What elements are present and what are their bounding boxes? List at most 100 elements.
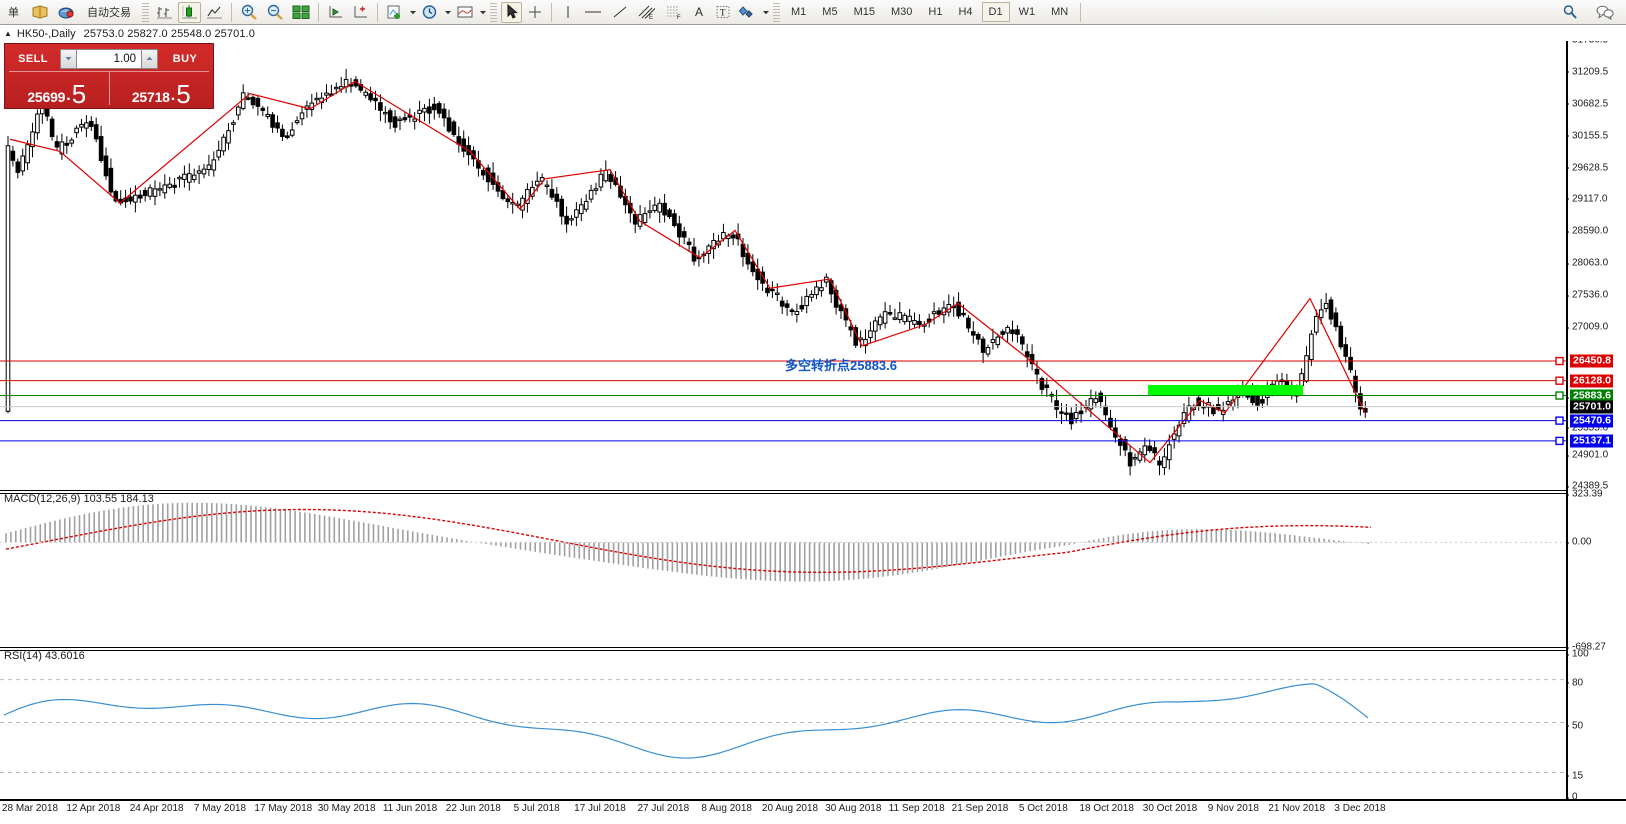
shapes-dropdown-caret-icon[interactable] [761, 9, 770, 15]
time-axis-line [0, 799, 1626, 801]
svg-text:E: E [649, 15, 653, 20]
pane-separator-2[interactable] [0, 647, 1566, 651]
timeframe-w1[interactable]: W1 [1018, 6, 1036, 18]
highlight-rectangle[interactable] [1148, 385, 1303, 395]
chart-shift-icon[interactable] [324, 2, 347, 23]
macd-tick: 0.00 [1565, 537, 1591, 548]
toolbar-grip-3[interactable] [773, 2, 781, 22]
volume-input[interactable]: 1.00 [77, 48, 141, 69]
period-dropdown-caret-icon[interactable] [443, 9, 452, 15]
volume-decrease-button[interactable] [60, 48, 77, 69]
fibonacci-icon[interactable]: F [662, 2, 686, 23]
chat-icon[interactable] [1593, 2, 1617, 23]
new-order-icon[interactable]: 单 [1, 2, 26, 23]
timeframe-m5[interactable]: M5 [822, 6, 838, 18]
crosshair-icon[interactable] [524, 2, 546, 23]
price-tick: 30682.5 [1565, 98, 1608, 109]
macd-pane[interactable] [0, 494, 1566, 647]
time-tick: 7 May 2018 [193, 803, 247, 814]
one-click-trading-panel[interactable]: SELL 1.00 BUY 25699 . 5 25718 . [4, 43, 214, 109]
toolbar-separator-2 [318, 2, 319, 22]
price-line-label-pivot[interactable]: 25883.6 [1570, 389, 1613, 403]
price-line-handle [1555, 436, 1564, 446]
rsi-caption: RSI(14) 43.6016 [4, 650, 85, 662]
horizontal-line-icon[interactable] [580, 2, 606, 23]
svg-text:T: T [720, 8, 726, 18]
cursor-icon[interactable] [501, 1, 522, 23]
toolbar-right-group [1558, 2, 1626, 23]
price-line-handle [1555, 356, 1564, 366]
new-chart-dropdown-caret-icon[interactable] [408, 9, 417, 15]
timeframe-mn[interactable]: MN [1051, 6, 1069, 18]
price-line-label-support[interactable]: 25470.6 [1570, 414, 1613, 428]
timeframe-m15[interactable]: M15 [853, 6, 875, 18]
price-axis-line [1566, 26, 1568, 799]
expert-advisor-icon[interactable] [54, 2, 78, 23]
rsi-pane[interactable] [0, 651, 1566, 799]
text-label-icon[interactable]: T [712, 2, 734, 23]
autotrading-button[interactable]: 自动交易 [80, 2, 138, 23]
trendline-icon[interactable] [608, 2, 632, 23]
time-scale[interactable]: 28 Mar 2018 12 Apr 2018 24 Apr 2018 7 May 2… [0, 802, 1566, 824]
tile-windows-icon[interactable] [289, 2, 313, 23]
auto-scroll-icon[interactable] [349, 2, 372, 23]
price-chart-pane[interactable] [0, 27, 1566, 490]
volume-increase-button[interactable] [141, 48, 158, 69]
price-tick: 29117.0 [1565, 193, 1607, 204]
vertical-line-icon[interactable] [557, 2, 578, 23]
volume-stepper[interactable]: 1.00 [60, 48, 158, 69]
macd-caption: MACD(12,26,9) 103.55 184.13 [4, 493, 154, 505]
sell-button[interactable]: SELL [18, 52, 48, 65]
price-tick: 29628.5 [1565, 162, 1608, 173]
price-line-handle [1555, 376, 1564, 385]
price-line-label-resistance[interactable]: 26128.0 [1570, 374, 1613, 388]
rsi-tick: 50 [1565, 720, 1583, 731]
pane-separator-1[interactable] [0, 490, 1566, 494]
rsi-canvas [0, 679, 1566, 774]
macd-tick: 323.39 [1566, 489, 1603, 500]
price-tick: 28590.0 [1565, 226, 1608, 237]
book-icon[interactable] [28, 2, 52, 23]
time-tick: 21 Nov 2018 [1268, 803, 1326, 814]
price-line-label-last-price[interactable]: 25701.0 [1570, 400, 1613, 414]
price-line-handle [1555, 391, 1564, 400]
macd-canvas [0, 502, 1566, 582]
buy-button[interactable]: BUY [172, 52, 198, 65]
time-tick: 30 Oct 2018 [1142, 803, 1198, 814]
rsi-tick: 100 [1566, 649, 1589, 660]
shapes-icon[interactable] [736, 2, 760, 23]
period-clock-icon[interactable] [418, 2, 442, 23]
equidistant-channel-icon[interactable]: E [634, 2, 660, 23]
search-icon[interactable] [1559, 2, 1581, 23]
price-line-label-support[interactable]: 25137.1 [1570, 434, 1613, 448]
text-icon[interactable]: A [688, 2, 710, 23]
toolbar-separator-3 [377, 2, 378, 22]
price-scale[interactable]: 31736.531209.530682.530155.529628.529117… [1565, 26, 1626, 803]
zigzag-indicator [9, 80, 1366, 464]
collapse-triangle-icon[interactable]: ▲ [4, 28, 12, 38]
candlestick-chart-icon[interactable] [178, 1, 201, 23]
templates-dropdown-caret-icon[interactable] [478, 9, 487, 15]
timeframe-h4[interactable]: H4 [958, 6, 973, 18]
timeframe-m30[interactable]: M30 [890, 6, 913, 18]
time-tick: 11 Jun 2018 [382, 803, 438, 814]
time-tick: 3 Dec 2018 [1334, 803, 1386, 814]
bar-chart-icon[interactable] [153, 2, 176, 23]
timeframe-d1[interactable]: D1 [981, 2, 1010, 22]
buy-price[interactable]: 25718 . 5 [110, 70, 214, 108]
pivot-annotation-text[interactable]: 多空转折点25883.6 [785, 358, 897, 373]
new-order-label: 单 [8, 7, 19, 19]
price-line-label-resistance[interactable]: 26450.8 [1570, 354, 1613, 368]
line-chart-icon[interactable] [203, 2, 226, 23]
toolbar-grip[interactable] [142, 2, 149, 22]
toolbar-grip-2[interactable] [490, 2, 497, 22]
zoom-out-icon[interactable] [263, 2, 287, 23]
main-toolbar: 单 自动交易 [0, 0, 1626, 25]
zoom-in-icon[interactable] [237, 2, 261, 23]
new-chart-icon[interactable] [383, 2, 407, 23]
sell-price[interactable]: 25699 . 5 [5, 70, 109, 108]
macd-tick: -698.27 [1566, 642, 1606, 653]
timeframe-m1[interactable]: M1 [791, 6, 807, 18]
timeframe-h1[interactable]: H1 [928, 6, 943, 18]
templates-icon[interactable] [453, 2, 477, 23]
